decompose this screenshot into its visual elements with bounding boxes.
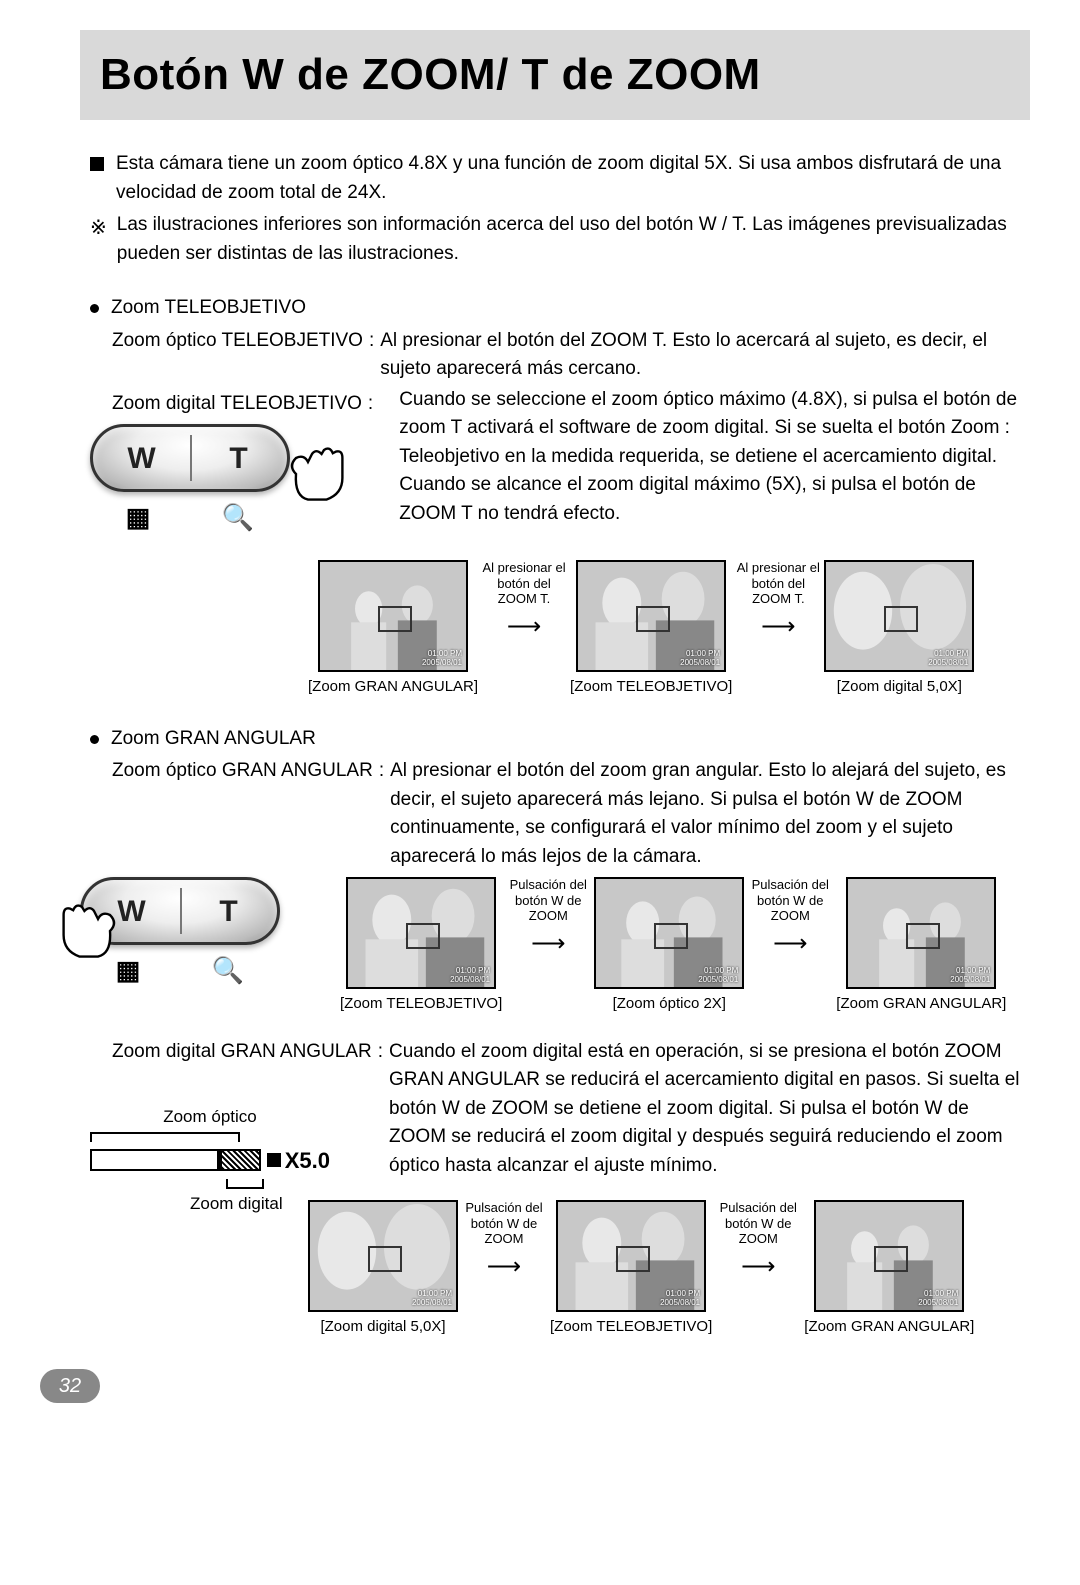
- wt-button-press-t: W T ▦ 🔍: [90, 424, 330, 554]
- wide-cap-2: [Zoom óptico 2X]: [613, 993, 726, 1016]
- wide-cap-3: [Zoom GRAN ANGULAR]: [836, 993, 1006, 1016]
- reference-mark-icon: ※: [90, 213, 107, 268]
- thumb-wide-3: 01:00 PM2005/08/01: [846, 877, 996, 989]
- hand-press-w-icon: [46, 891, 126, 971]
- title-bar: Botón W de ZOOM/ T de ZOOM: [80, 30, 1030, 120]
- wt-button-press-w: W T ▦ 🔍: [80, 877, 320, 1007]
- tele-cap-1: [Zoom GRAN ANGULAR]: [308, 676, 478, 699]
- thumb-wdig-2: 01:00 PM2005/08/01: [556, 1200, 706, 1312]
- intro-bullet-1: Esta cámara tiene un zoom óptico 4.8X y …: [90, 150, 1030, 207]
- tele-opt-label: Zoom óptico TELEOBJETIVO: [112, 327, 363, 384]
- arrow-right-icon: ⟶: [531, 926, 565, 962]
- magnifier-icon: 🔍: [212, 951, 244, 990]
- magnifier-icon: 🔍: [222, 498, 254, 537]
- tele-cap-2: [Zoom TELEOBJETIVO]: [570, 676, 732, 699]
- tele-heading-row: Zoom TELEOBJETIVO: [90, 294, 1030, 323]
- zoom-x5-label: X5.0: [285, 1144, 330, 1177]
- t-button-label: T: [180, 880, 277, 942]
- thumb-tele-2: 01:00 PM2005/08/01: [576, 560, 726, 672]
- arrow-wide-2: Pulsación del botón W de ZOOM ⟶: [744, 877, 836, 962]
- wide-opt-body: Al presionar el botón del zoom gran angu…: [390, 757, 1030, 871]
- page-title: Botón W de ZOOM/ T de ZOOM: [100, 42, 1010, 108]
- wide-opt-def: Zoom óptico GRAN ANGULAR : Al presionar …: [112, 757, 1030, 871]
- thumb-wide-1: 01:00 PM2005/08/01: [346, 877, 496, 989]
- thumbnail-grid-icon: ▦: [126, 498, 151, 537]
- thumb-tele-3: X5.0 01:00 PM2005/08/01: [824, 560, 974, 672]
- thumb-wdig-3: 01:00 PM2005/08/01: [814, 1200, 964, 1312]
- wide-dcap-1: [Zoom digital 5,0X]: [320, 1316, 445, 1339]
- intro-text-1: Esta cámara tiene un zoom óptico 4.8X y …: [116, 150, 1030, 207]
- thumb-wide-2: 01:00 PM2005/08/01: [594, 877, 744, 989]
- thumb-wdig-1: X5.0 01:00 PM2005/08/01: [308, 1200, 458, 1312]
- arrow-right-icon: ⟶: [507, 609, 541, 645]
- arrow-right-icon: ⟶: [741, 1249, 775, 1285]
- arrow-right-icon: ⟶: [773, 926, 807, 962]
- arrow-wide-1: Pulsación del botón W de ZOOM ⟶: [502, 877, 594, 962]
- tele-opt-body: Al presionar el botón del ZOOM T. Esto l…: [380, 327, 1030, 384]
- wide-heading-row: Zoom GRAN ANGULAR: [90, 725, 1030, 754]
- arrow-right-icon: ⟶: [761, 609, 795, 645]
- wide-dig-body: Cuando el zoom digital está en operación…: [389, 1038, 1030, 1181]
- arrow-tele-2: Al presionar el botón del ZOOM T. ⟶: [732, 560, 824, 645]
- wide-heading: Zoom GRAN ANGULAR: [111, 725, 316, 754]
- tele-heading: Zoom TELEOBJETIVO: [111, 294, 306, 323]
- arrow-tele-1: Al presionar el botón del ZOOM T. ⟶: [478, 560, 570, 645]
- hand-press-t-icon: [280, 434, 360, 514]
- dot-bullet-icon: [90, 304, 99, 313]
- wide-dcap-2: [Zoom TELEOBJETIVO]: [550, 1316, 712, 1339]
- tele-opt-def: Zoom óptico TELEOBJETIVO : Al presionar …: [112, 327, 1030, 384]
- arrow-wdig-2: Pulsación del botón W de ZOOM ⟶: [712, 1200, 804, 1285]
- zoom-bar-diagram: Zoom óptico X5.0 Zoom digital: [90, 1104, 330, 1216]
- arrow-wdig-1: Pulsación del botón W de ZOOM ⟶: [458, 1200, 550, 1285]
- intro-text-2: Las ilustraciones inferiores son informa…: [117, 211, 1030, 268]
- wide-cap-1: [Zoom TELEOBJETIVO]: [340, 993, 502, 1016]
- thumb-tele-1: 01:00 PM2005/08/01: [318, 560, 468, 672]
- dot-bullet-icon: [90, 735, 99, 744]
- tele-dig-label: Zoom digital TELEOBJETIVO: [112, 390, 362, 419]
- page-number: 32: [40, 1369, 100, 1403]
- wide-dcap-3: [Zoom GRAN ANGULAR]: [804, 1316, 974, 1339]
- wide-opt-label: Zoom óptico GRAN ANGULAR: [112, 757, 373, 871]
- tele-cap-3: [Zoom digital 5,0X]: [837, 676, 962, 699]
- w-button-label: W: [93, 427, 190, 489]
- zoom-opt-label: Zoom óptico: [90, 1104, 330, 1130]
- t-button-label: T: [190, 427, 287, 489]
- intro-bullet-2: ※ Las ilustraciones inferiores son infor…: [90, 211, 1030, 268]
- square-bullet-icon: [90, 157, 104, 171]
- arrow-right-icon: ⟶: [487, 1249, 521, 1285]
- tele-dig-def: Zoom digital TELEOBJETIVO :: [112, 390, 379, 419]
- tele-dig-body: Cuando se seleccione el zoom óptico máxi…: [399, 386, 1030, 529]
